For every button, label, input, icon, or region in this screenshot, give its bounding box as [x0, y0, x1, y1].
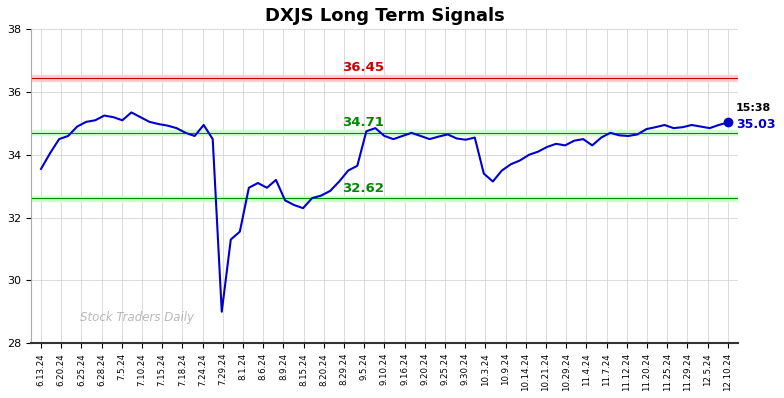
Text: 35.03: 35.03	[736, 118, 775, 131]
Text: 32.62: 32.62	[342, 182, 384, 195]
Bar	[31, 195, 738, 201]
Text: Stock Traders Daily: Stock Traders Daily	[81, 311, 194, 324]
Bar	[31, 75, 738, 81]
Bar	[31, 130, 738, 135]
Title: DXJS Long Term Signals: DXJS Long Term Signals	[264, 7, 504, 25]
Text: 34.71: 34.71	[342, 116, 384, 129]
Text: 15:38: 15:38	[736, 103, 771, 113]
Text: 36.45: 36.45	[342, 61, 384, 74]
